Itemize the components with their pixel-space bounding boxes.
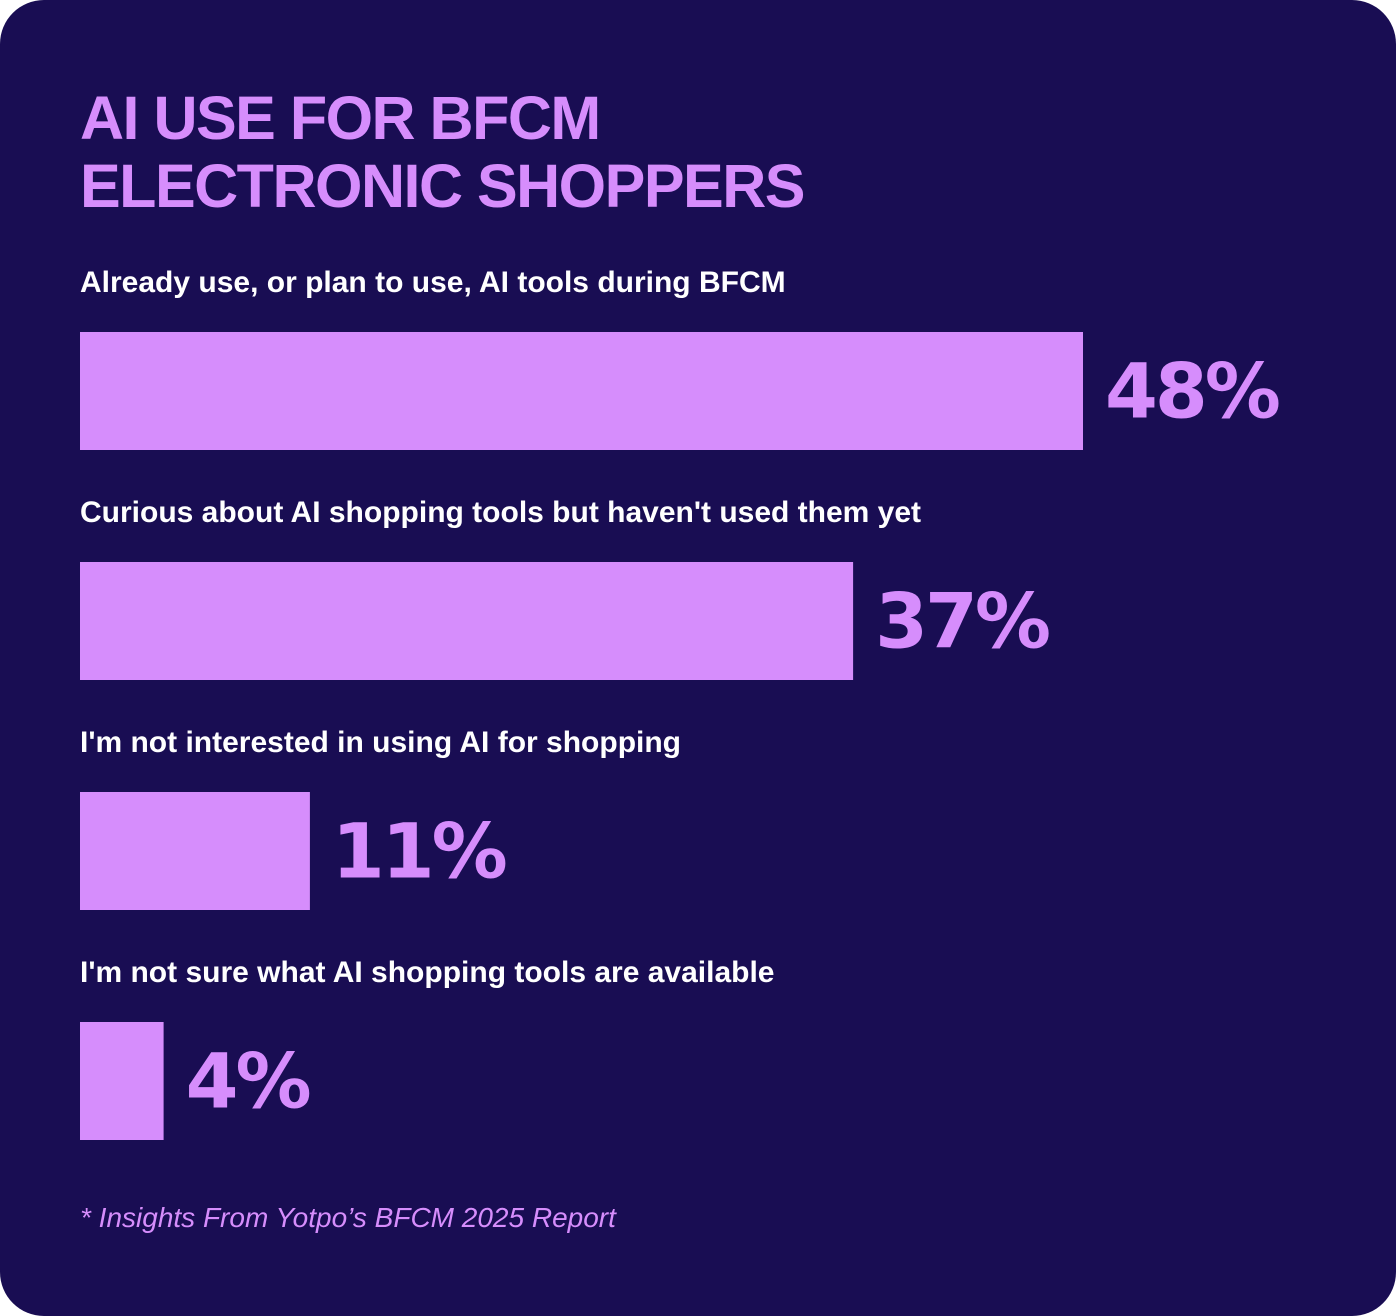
value-label: 4% [186, 1037, 310, 1126]
value-label: 37% [875, 577, 1049, 666]
value-label: 11% [332, 807, 506, 896]
bar [80, 332, 1083, 450]
category-label: Curious about AI shopping tools but have… [80, 496, 921, 529]
bar [80, 562, 854, 680]
category-label: Already use, or plan to use, AI tools du… [80, 266, 786, 299]
category-label: I'm not interested in using AI for shopp… [80, 726, 681, 759]
bar [80, 1022, 164, 1140]
value-label: 48% [1105, 347, 1279, 436]
chart-title: AI USE FOR BFCM ELECTRONIC SHOPPERS [80, 84, 805, 220]
category-label: I'm not sure what AI shopping tools are … [80, 956, 774, 989]
bar [80, 792, 310, 910]
source-footnote: * Insights From Yotpo’s BFCM 2025 Report [80, 1202, 616, 1233]
